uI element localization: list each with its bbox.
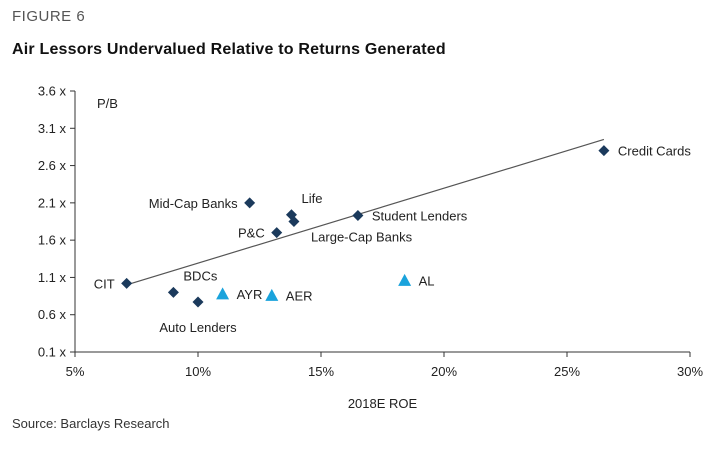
x-tick-label: 10% xyxy=(185,364,211,379)
y-tick-label: 2.1 x xyxy=(38,195,67,210)
data-point-diamond xyxy=(288,216,300,227)
figure-label: FIGURE 6 xyxy=(12,8,86,25)
data-label: Auto Lenders xyxy=(159,320,237,335)
data-label: AL xyxy=(419,273,435,288)
x-tick-label: 20% xyxy=(431,364,457,379)
data-label: AER xyxy=(286,288,313,303)
data-label: Student Lenders xyxy=(372,209,468,224)
source-note: Source: Barclays Research xyxy=(12,416,170,431)
trendline-group xyxy=(126,138,605,286)
data-point-diamond xyxy=(598,145,610,157)
x-tick-label: 15% xyxy=(308,364,334,379)
y-tick-label: 3.6 x xyxy=(38,84,67,99)
x-tick-label: 25% xyxy=(554,364,580,379)
data-point-diamond xyxy=(167,286,179,298)
y-tick-label: 1.6 x xyxy=(38,233,67,248)
data-point-diamond xyxy=(121,277,133,289)
data-point-diamond xyxy=(271,227,283,239)
points-group: Credit Cards Mid-Cap Banks Life Student Len… xyxy=(94,144,692,335)
data-label: P&C xyxy=(238,226,265,241)
data-label: Credit Cards xyxy=(618,144,691,159)
data-point-diamond xyxy=(244,197,256,209)
data-label: Large-Cap Banks xyxy=(311,230,413,245)
data-label: AYR xyxy=(237,287,263,302)
data-label: CIT xyxy=(94,276,115,291)
data-point-diamond xyxy=(192,296,204,308)
trendline xyxy=(126,138,605,286)
data-point-triangle xyxy=(216,287,230,300)
x-tick-label: 30% xyxy=(677,364,703,379)
x-tick-label: 5% xyxy=(66,364,85,379)
data-label: BDCs xyxy=(183,268,217,283)
x-axis-title: 2018E ROE xyxy=(348,396,418,411)
y-tick-label: 0.6 x xyxy=(38,307,67,322)
y-tick-label: 0.1 x xyxy=(38,345,67,360)
data-point-triangle xyxy=(265,288,279,301)
y-tick-label: 1.1 x xyxy=(38,270,67,285)
data-label: Mid-Cap Banks xyxy=(149,196,238,211)
axes: 0.1 x 0.6 x 1.1 x 1.6 x 2.1 x 2.6 x 3.1 x 3.6 x… xyxy=(38,84,704,412)
y-tick-label: 3.1 x xyxy=(38,121,67,136)
data-point-diamond xyxy=(352,210,364,222)
chart-title: Air Lessors Undervalued Relative to Retu… xyxy=(12,41,446,58)
data-point-triangle xyxy=(398,273,412,286)
data-label: Life xyxy=(301,191,322,206)
y-axis-title: P/B xyxy=(97,96,118,111)
y-tick-label: 2.6 x xyxy=(38,158,67,173)
